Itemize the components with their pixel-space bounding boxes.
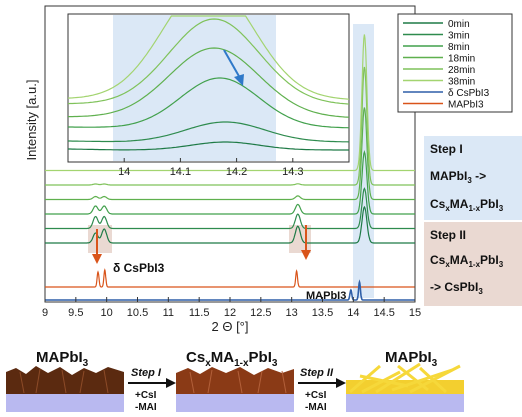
inset-line-8min (68, 77, 350, 129)
legend-label: 0min (448, 19, 470, 30)
x-axis-ticks: 9 9.5 10 10.5 11 11.5 12 12.5 13 13.5 14 14.5 15 (42, 297, 421, 319)
inset-line-0min (68, 141, 349, 151)
legend-label: δ CsPbI3 (448, 88, 490, 99)
delta-cspbi3-label: δ CsPbI3 (113, 261, 165, 275)
x-tick-label: 10.5 (127, 307, 148, 319)
inset-line-28min (67, 18, 350, 105)
substrate-3 (346, 394, 464, 412)
step1-line1: MAPbI3 -> (430, 169, 486, 185)
x-tick-label: 14 (347, 307, 359, 319)
mapbi3-label: MAPbI3 (306, 290, 346, 302)
inset-tick-label: 14.2 (226, 166, 247, 178)
schematic-step1: Step I (131, 367, 162, 379)
series-line-18min (45, 107, 415, 201)
schematic-step2-rem: -MAI (305, 402, 327, 412)
step2-line1: CsxMA1-xPbI3 (430, 253, 504, 269)
inset-tick-label: 14.3 (282, 166, 303, 178)
film-1 (6, 366, 124, 394)
series-line-0min (45, 205, 415, 244)
step1-title: Step I (430, 142, 463, 156)
legend-label: 28min (448, 65, 475, 76)
schematic-label-1: MAPbI3 (36, 349, 89, 369)
x-tick-label: 11 (163, 307, 174, 319)
x-tick-label: 15 (409, 307, 421, 319)
x-tick-label: 9 (42, 307, 48, 319)
x-tick-label: 9.5 (68, 307, 83, 319)
x-tick-label: 13 (286, 307, 298, 319)
legend-label: 18min (448, 54, 475, 65)
x-tick-label: 12.5 (250, 307, 271, 319)
legend-label: 8min (448, 42, 470, 53)
x-tick-label: 14.5 (373, 307, 394, 319)
x-tick-label: 10 (101, 307, 113, 319)
step2-line2: -> CsPbI3 (430, 280, 483, 296)
series-line-3min (45, 187, 415, 230)
film-2 (176, 367, 294, 394)
inset-line-18min (68, 47, 350, 118)
step2-title: Step II (430, 228, 466, 242)
step1-box: Step I MAPbI3 -> CsxMA1-xPbI3 (424, 136, 522, 220)
schematic-step2-add: +CsI (305, 390, 327, 401)
x-tick-label: 11.5 (189, 307, 210, 319)
inset-tick-label: 14.1 (170, 166, 191, 178)
step2-arrows (92, 225, 311, 264)
x-tick-label: 12 (224, 307, 236, 319)
schematic-step2: Step II (300, 367, 334, 379)
inset-tick-label: 14 (118, 166, 130, 178)
substrate-1 (6, 394, 124, 412)
step2-box: Step II CsxMA1-xPbI3 -> CsPbI3 (424, 222, 522, 306)
series-line-8min (45, 150, 415, 215)
schematic-step1-add: +CsI (135, 390, 157, 401)
inset-x-ticks: 14 14.1 14.2 14.3 (118, 158, 304, 178)
x-tick-label: 13.5 (312, 307, 333, 319)
schematic-label-2: CsxMA1-xPbI3 (186, 349, 278, 369)
inset-line-3min (68, 121, 350, 143)
legend-label: MAPbI3 (448, 100, 484, 111)
schematic: MAPbI3 CsxMA1-xPbI3 MAPbI3 Step I (6, 349, 464, 413)
inset-series-traces (67, 15, 350, 151)
x-axis-label: 2 Θ [°] (212, 319, 249, 334)
substrate-2 (176, 394, 294, 412)
y-axis-label: Intensity [a.u.] (24, 80, 39, 161)
inset-trend-arrow (223, 49, 244, 86)
legend-label: 38min (448, 77, 475, 88)
series-line-28min (45, 66, 415, 186)
inset-line-38min (67, 15, 350, 100)
schematic-step1-rem: -MAI (135, 402, 157, 412)
legend-label: 3min (448, 31, 470, 42)
series-line-MAPbI3 (45, 268, 415, 288)
schematic-label-3: MAPbI3 (385, 349, 438, 369)
step1-line2: CsxMA1-xPbI3 (430, 197, 504, 213)
series-line-38min (45, 34, 415, 172)
